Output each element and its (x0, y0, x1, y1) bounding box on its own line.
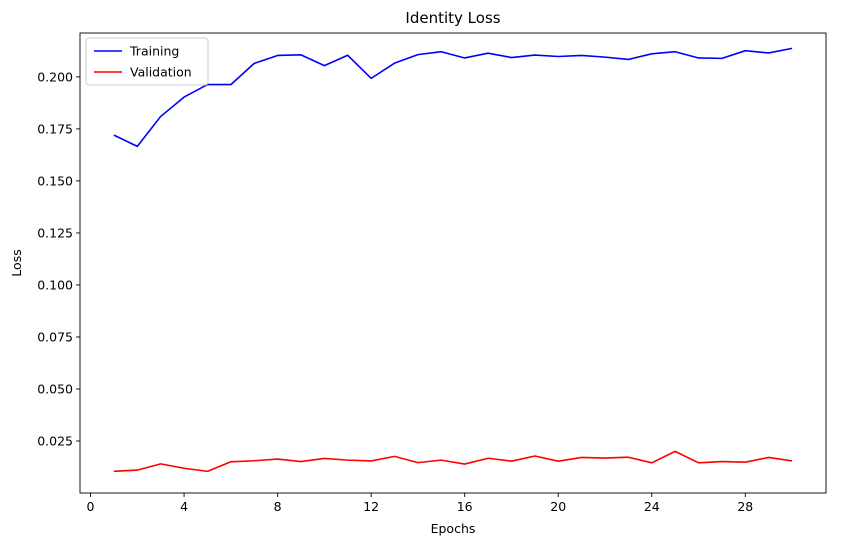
legend-box (85, 37, 209, 86)
y-tick-label: 0.200 (37, 69, 73, 84)
y-tick-label: 0.025 (37, 433, 73, 448)
legend-label-validation: Validation (130, 65, 192, 80)
x-tick-label: 8 (274, 499, 282, 514)
y-axis-label: Loss (9, 249, 24, 276)
legend-label-training: Training (129, 44, 179, 59)
legend: Training Validation (85, 37, 209, 86)
y-tick-label: 0.175 (37, 121, 73, 136)
x-tick-label: 12 (363, 499, 379, 514)
y-tick-label: 0.050 (37, 381, 73, 396)
x-axis-label: Epochs (431, 521, 476, 536)
y-tick-label: 0.075 (37, 329, 73, 344)
x-tick-label: 16 (457, 499, 473, 514)
chart-title: Identity Loss (405, 9, 500, 27)
validation-series-line (113, 450, 793, 473)
x-tick-label: 24 (644, 499, 660, 514)
plot-area (113, 47, 793, 473)
y-tick-label: 0.100 (37, 277, 73, 292)
y-tick-label: 0.150 (37, 173, 73, 188)
x-tick-label: 0 (87, 499, 95, 514)
y-tick-label: 0.125 (37, 225, 73, 240)
x-tick-label: 20 (550, 499, 566, 514)
x-tick-label: 28 (737, 499, 753, 514)
x-tick-label: 4 (180, 499, 188, 514)
axis-ticks: 0 4 8 12 16 20 24 28 0.025 0.050 0.075 0.100 0.125 0.… (37, 69, 753, 514)
training-series-line (113, 47, 793, 148)
plot-frame (79, 32, 827, 494)
